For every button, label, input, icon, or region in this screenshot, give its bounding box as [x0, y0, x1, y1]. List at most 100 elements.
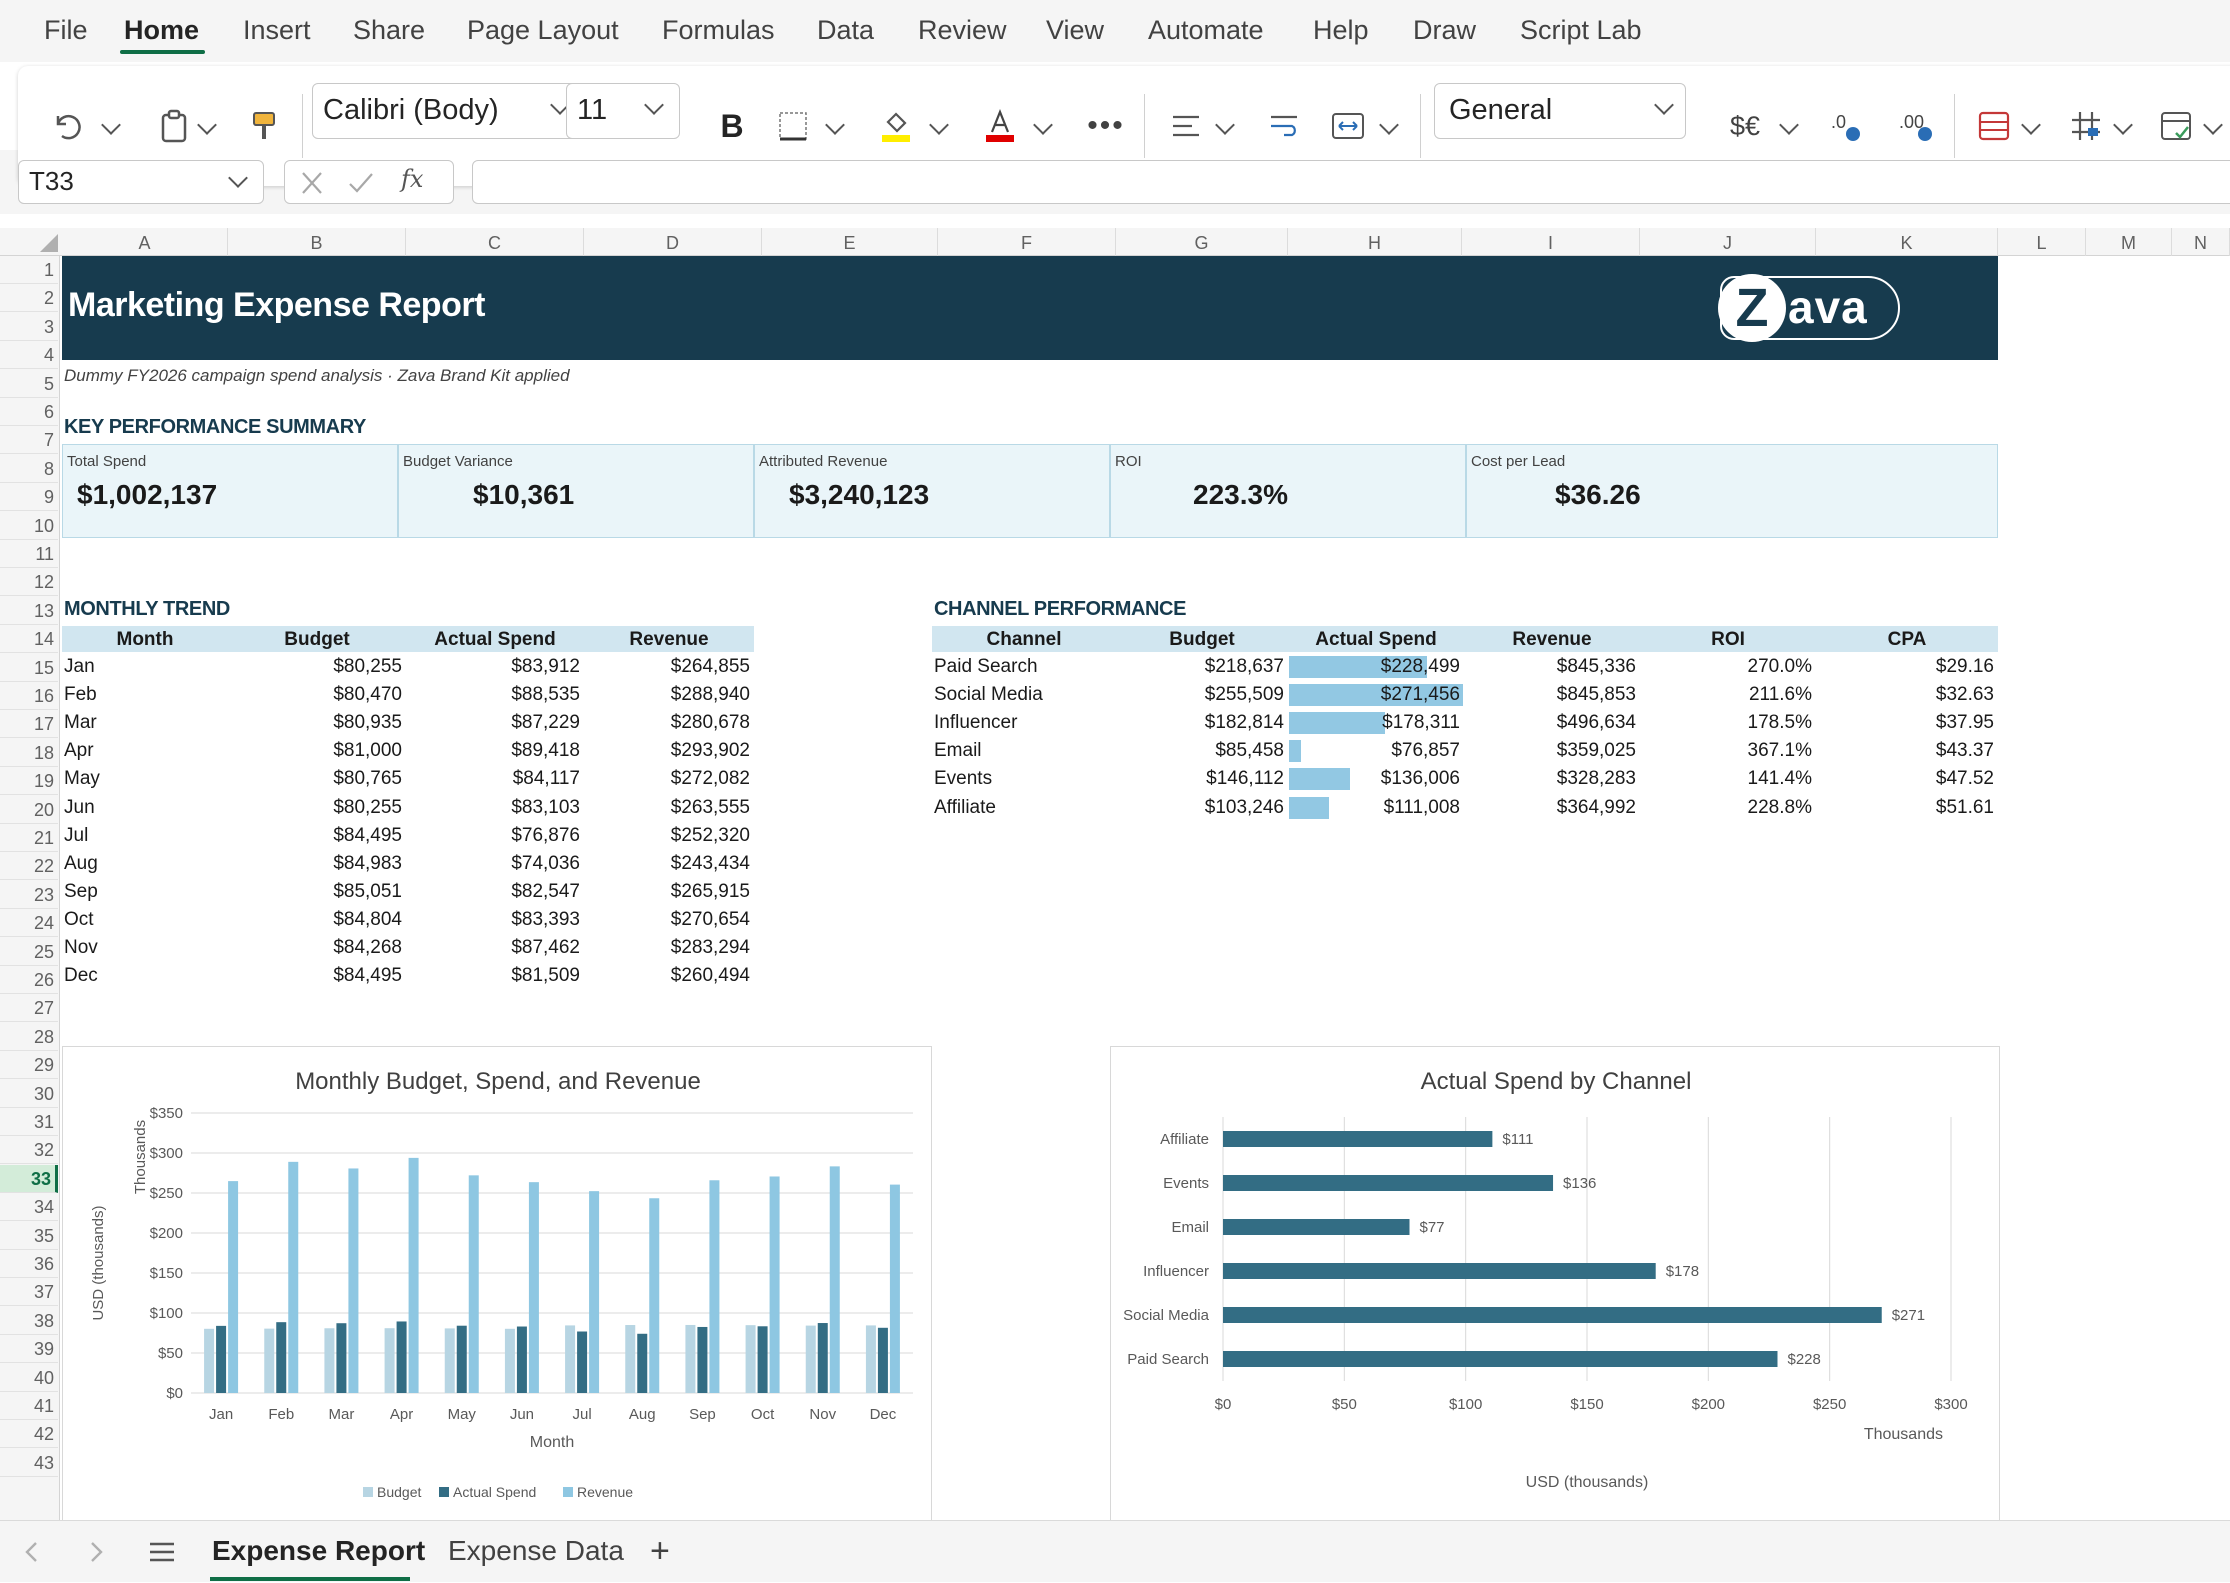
row-header[interactable]: 14	[0, 625, 58, 654]
conditional-formatting-icon[interactable]	[1974, 66, 2014, 186]
menu-file[interactable]: File	[44, 15, 88, 45]
row-header[interactable]: 32	[0, 1136, 58, 1165]
row-header[interactable]: 29	[0, 1051, 58, 1080]
paste-dropdown-icon[interactable]	[197, 115, 217, 135]
conditional-formatting-dropdown-icon[interactable]	[2021, 115, 2041, 135]
paste-icon[interactable]	[154, 66, 194, 186]
column-header-j[interactable]: J	[1640, 228, 1816, 256]
align-icon[interactable]	[1166, 66, 1206, 186]
menu-script-lab[interactable]: Script Lab	[1520, 15, 1642, 45]
row-header[interactable]: 23	[0, 881, 58, 909]
column-header-d[interactable]: D	[584, 228, 762, 256]
all-sheets-menu-icon[interactable]	[148, 1541, 176, 1563]
font-color-icon[interactable]	[980, 66, 1020, 186]
undo-icon[interactable]	[46, 66, 86, 186]
currency-format-button[interactable]: $€	[1729, 110, 1761, 141]
formula-input[interactable]	[472, 160, 2230, 204]
column-header-f[interactable]: F	[938, 228, 1116, 256]
menu-automate[interactable]: Automate	[1148, 15, 1264, 45]
row-header[interactable]: 30	[0, 1080, 58, 1108]
column-header-h[interactable]: H	[1288, 228, 1462, 256]
row-header[interactable]: 34	[0, 1193, 58, 1222]
row-header[interactable]: 13	[0, 597, 58, 625]
font-name-dropdown[interactable]: Calibri (Body)	[312, 83, 584, 139]
undo-dropdown-icon[interactable]	[101, 115, 121, 135]
row-header[interactable]: 16	[0, 682, 58, 710]
row-header[interactable]: 19	[0, 767, 58, 796]
row-header[interactable]: 10	[0, 512, 58, 540]
number-format-dropdown[interactable]: General	[1434, 83, 1686, 139]
row-header[interactable]: 38	[0, 1307, 58, 1335]
fill-color-icon[interactable]	[876, 66, 916, 186]
column-header-b[interactable]: B	[228, 228, 406, 256]
borders-dropdown-icon[interactable]	[825, 115, 845, 135]
row-header[interactable]: 17	[0, 710, 58, 739]
row-header[interactable]: 33	[0, 1164, 58, 1193]
select-all-icon[interactable]	[40, 234, 58, 252]
row-header[interactable]: 35	[0, 1222, 58, 1250]
row-header[interactable]: 11	[0, 540, 58, 568]
row-header[interactable]: 25	[0, 938, 58, 966]
font-size-dropdown[interactable]: 11	[566, 83, 680, 139]
format-as-table-dropdown-icon[interactable]	[2113, 115, 2133, 135]
menu-page-layout[interactable]: Page Layout	[467, 15, 619, 45]
row-header[interactable]: 40	[0, 1364, 58, 1392]
menu-draw[interactable]: Draw	[1413, 15, 1477, 45]
font-color-dropdown-icon[interactable]	[1033, 115, 1053, 135]
merge-cells-icon[interactable]	[1326, 66, 1370, 186]
row-header[interactable]: 12	[0, 568, 58, 597]
row-header[interactable]: 39	[0, 1335, 58, 1364]
sheet-tab-expense-report[interactable]: Expense Report	[212, 1535, 426, 1566]
format-painter-icon[interactable]	[244, 66, 284, 186]
row-header[interactable]: 7	[0, 426, 58, 455]
menu-data[interactable]: Data	[817, 15, 875, 45]
row-header[interactable]: 24	[0, 909, 58, 938]
row-header[interactable]: 6	[0, 398, 58, 426]
row-header[interactable]: 26	[0, 966, 58, 994]
column-header-a[interactable]: A	[62, 228, 228, 256]
cell-styles-dropdown-icon[interactable]	[2203, 115, 2223, 135]
enter-icon[interactable]	[347, 171, 375, 195]
column-header-c[interactable]: C	[406, 228, 584, 256]
column-header-m[interactable]: M	[2086, 228, 2172, 256]
fill-color-dropdown-icon[interactable]	[929, 115, 949, 135]
row-header[interactable]: 18	[0, 739, 58, 767]
row-header[interactable]: 5	[0, 370, 58, 398]
row-header[interactable]: 28	[0, 1023, 58, 1051]
row-header[interactable]: 20	[0, 796, 58, 824]
menu-formulas[interactable]: Formulas	[662, 15, 775, 45]
row-header[interactable]: 21	[0, 824, 58, 852]
column-header-e[interactable]: E	[762, 228, 938, 256]
merge-dropdown-icon[interactable]	[1379, 115, 1399, 135]
menu-home[interactable]: Home	[124, 15, 200, 45]
column-header-n[interactable]: N	[2172, 228, 2230, 256]
column-header-g[interactable]: G	[1116, 228, 1288, 256]
menu-review[interactable]: Review	[918, 15, 1007, 45]
decrease-decimal-icon[interactable]: .0	[1826, 66, 1866, 186]
monthly-chart[interactable]: Monthly Budget, Spend, and Revenue $0 $50 $…	[62, 1046, 932, 1526]
row-header[interactable]: 9	[0, 483, 58, 512]
sheet-tab-expense-data[interactable]: Expense Data	[448, 1535, 624, 1566]
scroll-left-icon[interactable]	[24, 1541, 38, 1563]
scroll-right-icon[interactable]	[90, 1541, 104, 1563]
row-header[interactable]: 1	[0, 256, 58, 284]
row-header[interactable]: 8	[0, 455, 58, 483]
menu-view[interactable]: View	[1046, 15, 1105, 45]
row-header[interactable]: 4	[0, 341, 58, 370]
align-dropdown-icon[interactable]	[1215, 115, 1235, 135]
increase-decimal-icon[interactable]: .00	[1894, 66, 1938, 186]
row-header[interactable]: 42	[0, 1420, 58, 1449]
menu-insert[interactable]: Insert	[243, 15, 311, 45]
column-header-l[interactable]: L	[1998, 228, 2086, 256]
format-as-table-icon[interactable]	[2066, 66, 2106, 186]
row-header[interactable]: 22	[0, 852, 58, 881]
row-header[interactable]: 31	[0, 1108, 58, 1136]
row-header[interactable]: 37	[0, 1278, 58, 1307]
more-options-icon[interactable]: •••	[1087, 109, 1125, 142]
borders-icon[interactable]	[773, 66, 813, 186]
row-header[interactable]: 2	[0, 284, 58, 313]
column-header-i[interactable]: I	[1462, 228, 1640, 256]
menu-share[interactable]: Share	[353, 15, 426, 45]
row-header[interactable]: 3	[0, 313, 58, 341]
channel-chart[interactable]: Actual Spend by Channel $0 $50 $100 $150 $200…	[1110, 1046, 2000, 1526]
